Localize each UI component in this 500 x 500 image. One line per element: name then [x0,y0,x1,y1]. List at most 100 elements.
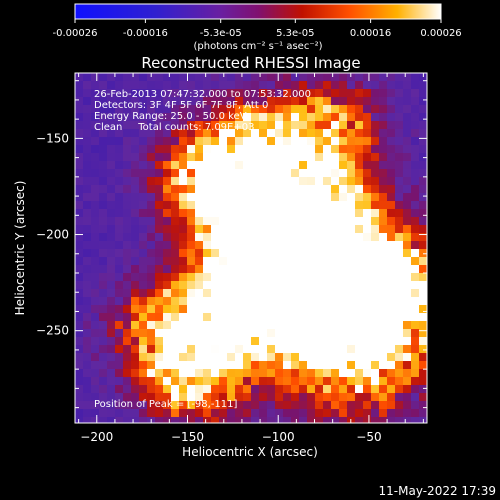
heatmap-cell [235,105,243,113]
heatmap-cell [187,337,195,345]
heatmap-cell [99,313,107,321]
heatmap-cell [403,113,411,121]
heatmap-cell [147,169,155,177]
heatmap-cell [131,401,139,409]
heatmap-cell [323,273,331,281]
heatmap-cell [227,81,235,89]
heatmap-cell [203,217,211,225]
heatmap-cell [99,209,107,217]
heatmap-cell [291,105,299,113]
heatmap-cell [275,145,283,153]
heatmap-cell [179,257,187,265]
heatmap-cell [347,121,355,129]
heatmap-cell [227,201,235,209]
heatmap-cell [419,385,427,393]
heatmap-cell [347,345,355,353]
heatmap-cell [91,153,99,161]
heatmap-cell [387,393,395,401]
heatmap-cell [395,393,403,401]
heatmap-cell [243,353,251,361]
heatmap-cell [195,337,203,345]
heatmap-cell [371,129,379,137]
heatmap-cell [403,105,411,113]
heatmap-cell [275,345,283,353]
heatmap-cell [251,169,259,177]
heatmap-cell [91,105,99,113]
heatmap-cell [283,361,291,369]
heatmap-cell [179,305,187,313]
heatmap-cell [307,121,315,129]
heatmap-cell [243,113,251,121]
heatmap-cell [123,193,131,201]
heatmap-cell [155,273,163,281]
heatmap-cell [323,201,331,209]
heatmap-cell [251,297,259,305]
heatmap-cell [307,385,315,393]
heatmap-cell [147,233,155,241]
heatmap-cell [83,73,91,81]
heatmap-cell [379,193,387,201]
heatmap-cell [91,225,99,233]
heatmap-cell [259,161,267,169]
heatmap-cell [83,137,91,145]
heatmap-cell [139,289,147,297]
heatmap-cell [155,353,163,361]
heatmap-cell [163,201,171,209]
heatmap-cell [235,97,243,105]
heatmap-cell [115,225,123,233]
heatmap-cell [363,89,371,97]
heatmap-cell [227,105,235,113]
heatmap-cell [243,81,251,89]
heatmap-cell [235,337,243,345]
heatmap-cell [171,369,179,377]
heatmap-cell [139,265,147,273]
heatmap-cell [147,249,155,257]
heatmap-cell [315,313,323,321]
heatmap-cell [75,273,83,281]
heatmap-cell [83,233,91,241]
heatmap-cell [411,217,419,225]
heatmap-cell [275,193,283,201]
heatmap-cell [123,297,131,305]
heatmap-cell [371,185,379,193]
heatmap-cell [419,305,427,313]
heatmap-cell [91,345,99,353]
heatmap-cell [83,225,91,233]
heatmap-cell [283,89,291,97]
heatmap-cell [291,393,299,401]
heatmap-cell [283,137,291,145]
heatmap-cell [91,305,99,313]
heatmap-cell [75,105,83,113]
heatmap-cell [83,169,91,177]
heatmap-cell [259,129,267,137]
heatmap-cell [203,225,211,233]
heatmap-cell [275,353,283,361]
heatmap-cell [91,81,99,89]
heatmap-cell [299,193,307,201]
heatmap-cell [267,257,275,265]
heatmap-cell [379,233,387,241]
heatmap-cell [75,169,83,177]
heatmap-cell [419,313,427,321]
heatmap-cell [275,177,283,185]
heatmap-cell [131,289,139,297]
heatmap-cell [75,137,83,145]
heatmap-cell [251,121,259,129]
heatmap-cell [323,393,331,401]
heatmap-cell [155,401,163,409]
heatmap-cell [419,137,427,145]
heatmap-cell [139,105,147,113]
heatmap-cell [275,105,283,113]
heatmap-cell [139,249,147,257]
heatmap-cell [347,225,355,233]
heatmap-cell [163,361,171,369]
heatmap-cell [131,137,139,145]
heatmap-cell [251,273,259,281]
heatmap-cell [339,121,347,129]
heatmap-cell [307,361,315,369]
heatmap-cell [371,369,379,377]
heatmap-cell [171,153,179,161]
heatmap-cell [131,233,139,241]
heatmap-cell [91,209,99,217]
